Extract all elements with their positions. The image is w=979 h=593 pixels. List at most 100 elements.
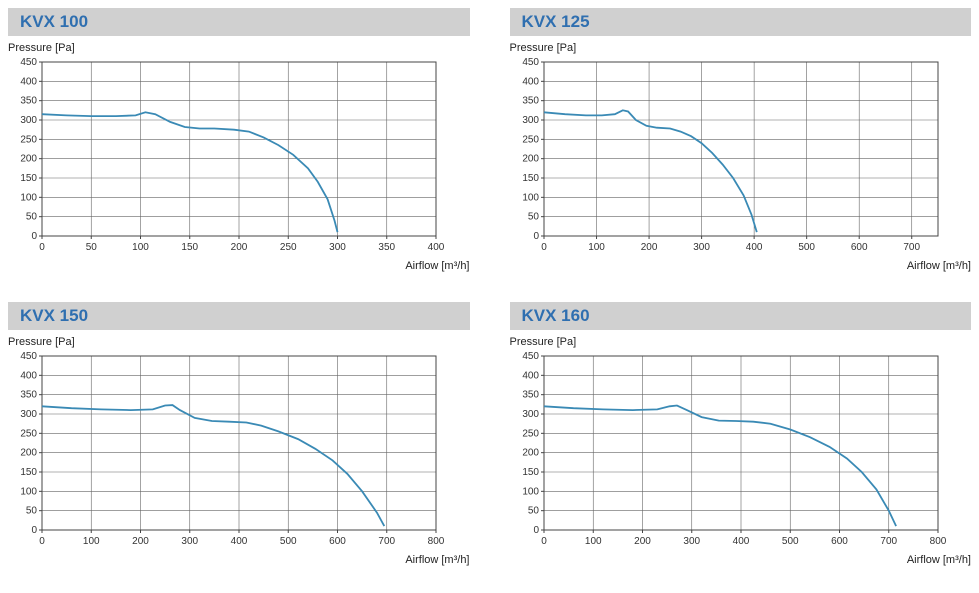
svg-text:100: 100 [584, 536, 601, 547]
svg-text:100: 100 [522, 486, 539, 497]
svg-text:250: 250 [522, 134, 539, 145]
svg-text:600: 600 [831, 536, 848, 547]
svg-text:300: 300 [522, 115, 539, 126]
svg-text:450: 450 [522, 351, 539, 362]
svg-text:300: 300 [20, 115, 37, 126]
svg-text:500: 500 [798, 242, 815, 253]
chart-grid: KVX 100 Pressure [Pa] 0 50 100 150 200 250 300… [8, 8, 971, 566]
svg-text:0: 0 [31, 525, 37, 536]
svg-text:800: 800 [428, 536, 445, 547]
x-axis-label: Airflow [m³/h] [510, 554, 972, 566]
chart-title: KVX 100 [20, 12, 88, 31]
svg-text:450: 450 [20, 57, 37, 68]
svg-text:200: 200 [640, 242, 657, 253]
svg-text:50: 50 [26, 506, 38, 517]
chart-svg: 0 50 100 150 200 250 300 350 400 450 0 50 100 150 200 2… [8, 56, 448, 256]
svg-text:250: 250 [20, 134, 37, 145]
y-axis-label: Pressure [Pa] [510, 336, 972, 348]
svg-text:100: 100 [20, 192, 37, 203]
svg-text:50: 50 [26, 212, 38, 223]
svg-text:150: 150 [522, 173, 539, 184]
svg-text:350: 350 [522, 390, 539, 401]
chart-area: 0501001502002503003504004500100200300400… [510, 350, 972, 550]
svg-text:200: 200 [20, 448, 37, 459]
svg-text:50: 50 [527, 506, 539, 517]
svg-text:350: 350 [20, 390, 37, 401]
svg-text:0: 0 [39, 242, 45, 253]
svg-text:0: 0 [541, 242, 547, 253]
svg-text:200: 200 [231, 242, 248, 253]
svg-text:400: 400 [522, 370, 539, 381]
y-axis-label: Pressure [Pa] [510, 42, 972, 54]
svg-text:500: 500 [781, 536, 798, 547]
svg-text:400: 400 [428, 242, 445, 253]
svg-text:0: 0 [541, 536, 547, 547]
svg-text:100: 100 [20, 486, 37, 497]
svg-text:0: 0 [39, 536, 45, 547]
svg-text:400: 400 [732, 536, 749, 547]
svg-text:200: 200 [132, 536, 149, 547]
svg-text:150: 150 [522, 467, 539, 478]
svg-text:300: 300 [329, 242, 346, 253]
x-axis-label: Airflow [m³/h] [8, 554, 470, 566]
svg-text:150: 150 [20, 467, 37, 478]
svg-text:450: 450 [20, 351, 37, 362]
svg-text:400: 400 [231, 536, 248, 547]
title-bar: KVX 150 [8, 302, 470, 330]
chart-svg: 0 50 100 150 200 250 300 350 400 450 0 100 200 300 400… [510, 56, 950, 256]
svg-text:250: 250 [280, 242, 297, 253]
chart-svg: 0501001502002503003504004500100200300400… [510, 350, 950, 550]
title-bar: KVX 160 [510, 302, 972, 330]
svg-text:300: 300 [181, 536, 198, 547]
svg-text:400: 400 [522, 76, 539, 87]
svg-text:300: 300 [20, 409, 37, 420]
svg-text:200: 200 [522, 448, 539, 459]
svg-text:500: 500 [280, 536, 297, 547]
svg-text:400: 400 [20, 370, 37, 381]
x-axis-label: Airflow [m³/h] [8, 260, 470, 272]
svg-text:100: 100 [522, 192, 539, 203]
svg-text:350: 350 [522, 96, 539, 107]
svg-text:200: 200 [20, 154, 37, 165]
y-axis-label: Pressure [Pa] [8, 336, 470, 348]
svg-text:250: 250 [522, 428, 539, 439]
y-axis-label: Pressure [Pa] [8, 42, 470, 54]
panel-kvx100: KVX 100 Pressure [Pa] 0 50 100 150 200 250 300… [8, 8, 470, 272]
svg-text:100: 100 [83, 536, 100, 547]
svg-text:350: 350 [20, 96, 37, 107]
chart-title: KVX 150 [20, 306, 88, 325]
svg-text:700: 700 [880, 536, 897, 547]
svg-text:100: 100 [132, 242, 149, 253]
panel-kvx125: KVX 125 Pressure [Pa] 0 50 100 150 200 250 300… [510, 8, 972, 272]
chart-area: 0 50 100 150 200 250 300 350 400 450 0 100 200 300 400… [510, 56, 972, 256]
title-bar: KVX 125 [510, 8, 972, 36]
chart-area: 0501001502002503003504004500100200300400… [8, 350, 470, 550]
svg-text:150: 150 [20, 173, 37, 184]
chart-svg: 0501001502002503003504004500100200300400… [8, 350, 448, 550]
panel-kvx160: KVX 160 Pressure [Pa] 0 50 100 150 200 250 300… [510, 302, 972, 566]
svg-text:450: 450 [522, 57, 539, 68]
svg-text:0: 0 [31, 231, 37, 242]
chart-title: KVX 125 [522, 12, 590, 31]
svg-text:300: 300 [693, 242, 710, 253]
svg-text:150: 150 [181, 242, 198, 253]
svg-text:100: 100 [588, 242, 605, 253]
title-bar: KVX 100 [8, 8, 470, 36]
chart-area: 0 50 100 150 200 250 300 350 400 450 0 50 100 150 200 2… [8, 56, 470, 256]
svg-text:400: 400 [745, 242, 762, 253]
svg-text:200: 200 [522, 154, 539, 165]
svg-text:300: 300 [522, 409, 539, 420]
svg-text:600: 600 [329, 536, 346, 547]
svg-text:0: 0 [533, 231, 539, 242]
svg-text:350: 350 [378, 242, 395, 253]
svg-text:50: 50 [527, 212, 539, 223]
panel-kvx150: KVX 150 Pressure [Pa] 050100150200250300… [8, 302, 470, 566]
svg-text:700: 700 [903, 242, 920, 253]
svg-text:600: 600 [850, 242, 867, 253]
svg-text:400: 400 [20, 76, 37, 87]
svg-text:50: 50 [86, 242, 98, 253]
svg-text:700: 700 [378, 536, 395, 547]
svg-text:200: 200 [634, 536, 651, 547]
svg-text:800: 800 [929, 536, 946, 547]
svg-text:0: 0 [533, 525, 539, 536]
